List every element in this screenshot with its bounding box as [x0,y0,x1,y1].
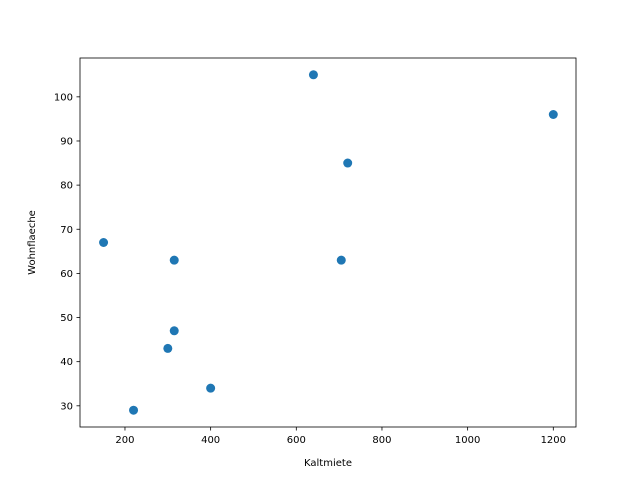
scatter-point [169,255,179,265]
scatter-point [206,383,216,393]
x-tick-label: 800 [372,435,391,446]
scatter-point [99,238,109,247]
scatter-point [548,109,558,119]
scatter-point [163,343,173,353]
x-axis-label: Kaltmiete [304,458,352,469]
scatter-points [99,70,558,415]
scatter-point [336,255,346,265]
x-tick-label: 1200 [541,435,566,446]
y-tick-label: 30 [60,401,73,412]
y-tick-label: 80 [60,181,73,192]
y-tick-label: 100 [54,92,73,103]
scatter-point [129,405,139,415]
x-tick-label: 1000 [455,435,480,446]
y-tick-label: 70 [60,225,73,236]
x-tick-label: 400 [201,435,220,446]
y-tick-label: 60 [60,269,73,280]
x-tick-label: 200 [115,435,134,446]
y-tick-label: 50 [60,313,73,324]
scatter-point [343,158,353,168]
y-axis-label: Wohnflaeche [27,210,38,275]
axes-frame [79,57,577,428]
scatter-point [169,326,179,336]
y-tick-label: 90 [60,136,73,147]
x-axis-ticks: 200 400 600 800 1000 1200 [115,427,566,446]
y-tick-label: 40 [60,357,73,368]
y-axis-ticks: 30 40 50 60 70 80 90 100 [54,92,80,412]
scatter-point [308,70,318,80]
x-tick-label: 600 [287,435,306,446]
